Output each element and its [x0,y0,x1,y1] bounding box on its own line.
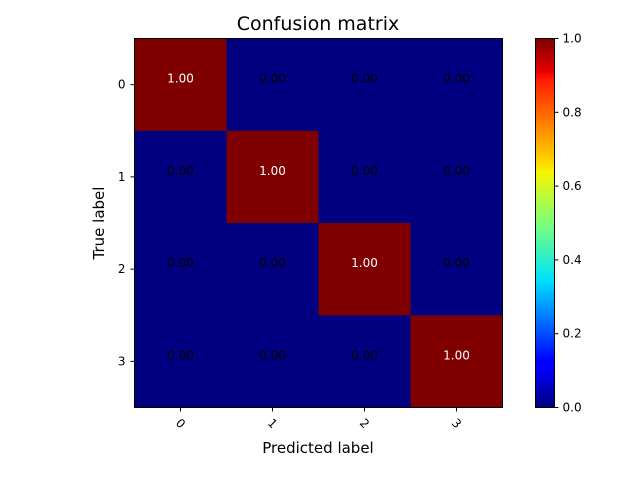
heatmap-cell [410,223,503,316]
heatmap-cell [318,38,411,132]
plot-frame [134,38,503,408]
heatmap-cell [410,130,503,224]
heatmap-cell-label: 0.00 [351,348,378,362]
heatmap-cell [318,315,411,408]
heatmap-cell-labels: 1.00 0.00 0.00 0.00 0.00 1.00 0.00 0.00 0.00 0.00… [167,72,470,363]
colorbar-tick-label: 0.8 [563,105,582,119]
colorbar-tick-label: 1.0 [563,32,582,46]
x-axis-label: Predicted label [262,439,373,457]
y-tick-label: 0 [118,78,126,92]
x-tick-label: 0 [173,416,188,431]
heatmap-cell-label: 0.00 [167,256,194,270]
heatmap-cell-label: 0.00 [351,164,378,178]
heatmap-cell-label: 0.00 [259,348,286,362]
heatmap-cell-label: 1.00 [351,256,378,270]
heatmap-cells [134,38,503,408]
heatmap-cell [134,130,227,224]
colorbar-tick-label: 0.6 [563,179,582,193]
heatmap-cell [134,38,227,132]
x-tick-label: 3 [449,416,464,431]
heatmap-cell-label: 0.00 [351,72,378,86]
y-axis-ticks: 0 1 2 3 [118,78,135,368]
heatmap-cell [318,130,411,224]
y-tick-label: 1 [118,170,126,184]
heatmap-cell-label: 0.00 [167,348,194,362]
heatmap-cell-label: 0.00 [259,72,286,86]
colorbar-tick-label: 0.4 [563,253,582,267]
heatmap-cell [410,38,503,132]
colorbar-tick-label: 0.2 [563,327,582,341]
heatmap-cell-label: 1.00 [259,164,286,178]
chart-title: Confusion matrix [237,13,399,35]
colorbar [535,38,555,408]
heatmap-cell-label: 0.00 [259,256,286,270]
y-tick-label: 2 [118,262,126,276]
heatmap-cell [226,223,319,316]
x-tick-label: 2 [357,416,372,431]
colorbar-tick-label: 0.0 [563,401,582,415]
heatmap-cell [410,315,503,408]
heatmap-cell [226,315,319,408]
heatmap-cell [226,130,319,224]
x-tick-label: 1 [265,416,280,431]
heatmap-cell [226,38,319,132]
heatmap-cell-label: 0.00 [443,164,470,178]
heatmap-cell-label: 1.00 [167,72,194,86]
heatmap-cell-label: 0.00 [443,256,470,270]
y-axis-label: True label [90,187,108,261]
heatmap-cell-label: 0.00 [443,72,470,86]
heatmap-cell [134,223,227,316]
heatmap-cell [318,223,411,316]
heatmap-cell [134,315,227,408]
colorbar-ticks: 0.0 0.2 0.4 0.6 0.8 1.0 [554,32,582,415]
y-tick-label: 3 [118,354,126,368]
heatmap-cell-label: 1.00 [443,348,470,362]
heatmap-cell-label: 0.00 [167,164,194,178]
x-axis-ticks: 0 1 2 3 [173,407,464,431]
